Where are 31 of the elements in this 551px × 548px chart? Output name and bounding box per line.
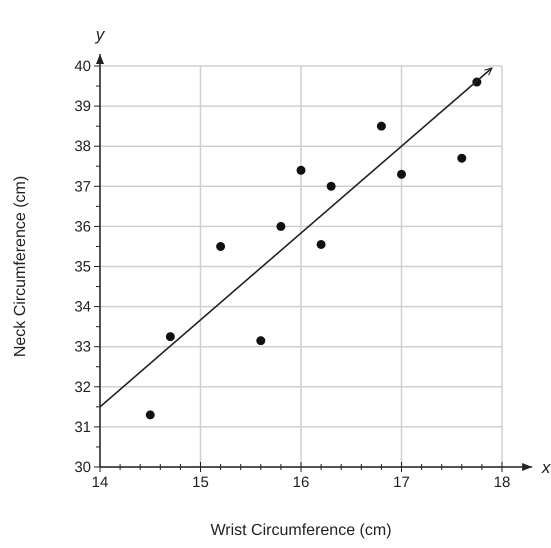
y-tick-label: 32 [74,378,91,396]
y-tick-label: 34 [74,298,91,316]
x-tick-label: 15 [192,474,209,491]
point [326,182,336,191]
x-axis-title: Wrist Circumference (cm) [210,522,392,539]
y-tick-label: 37 [74,178,91,196]
point [316,240,326,249]
point [296,166,306,175]
x-tick-label: 18 [494,474,510,491]
y-tick-label: 40 [74,58,91,75]
x-tick-label: 17 [393,474,410,491]
point [457,154,466,163]
text: x [540,458,551,477]
y-tick-label: 36 [74,218,91,236]
point [216,242,226,251]
point [276,222,286,231]
point [146,410,155,420]
x-tick-label: 16 [292,474,310,491]
point [397,170,406,179]
y-tick-label: 38 [74,138,91,156]
y-tick-label: 33 [74,338,91,356]
x-tick-label: 14 [92,474,108,491]
point [376,122,386,131]
y-tick-label: 30 [74,459,91,476]
y-tick-label: 39 [74,98,91,116]
point [256,336,266,346]
y-tick-label: 35 [74,258,91,276]
point [166,332,175,342]
text: y [94,24,106,44]
y-axis-title: Neck Circumference (cm) [12,176,29,358]
y-tick-label: 31 [74,418,91,436]
